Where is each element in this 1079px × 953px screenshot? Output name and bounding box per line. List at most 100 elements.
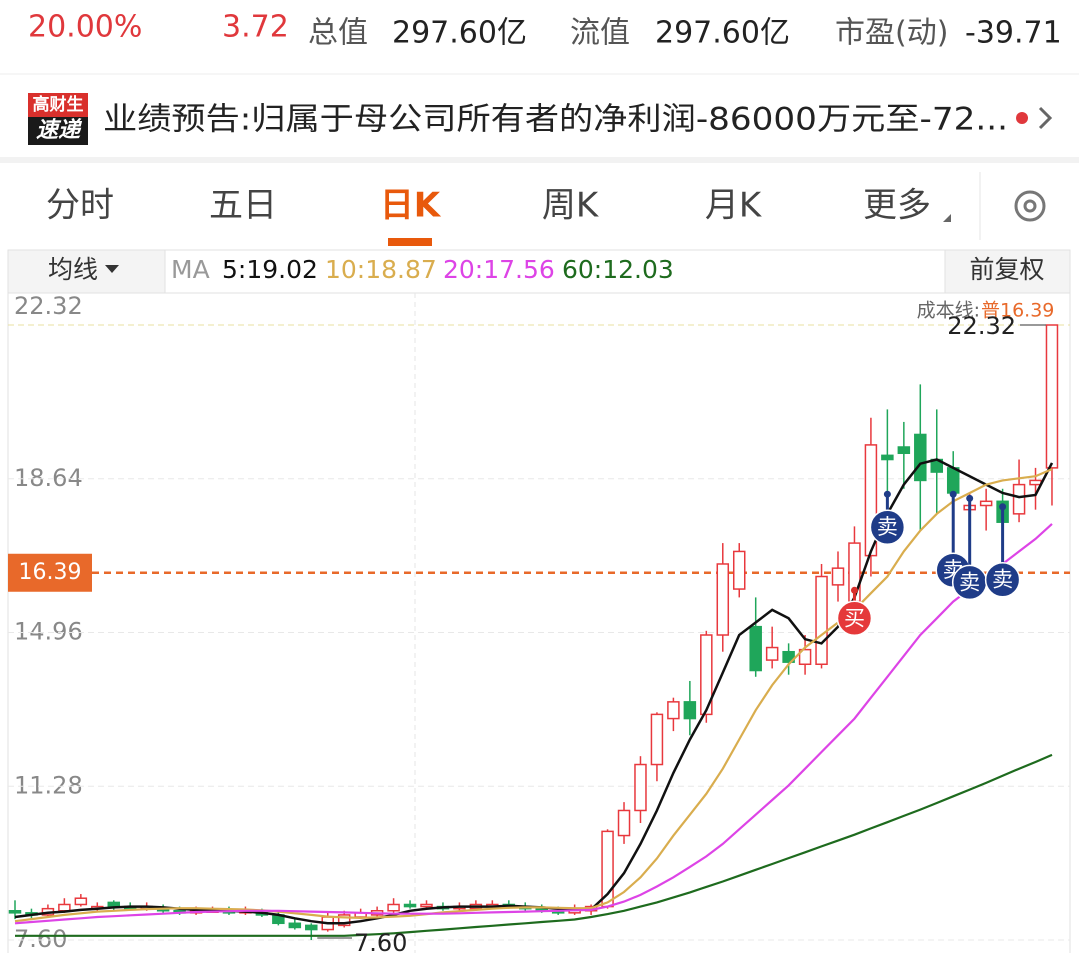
candle-body bbox=[732, 550, 746, 590]
ma-line bbox=[15, 753, 1053, 937]
candle-body bbox=[650, 713, 664, 766]
badge-text: 高财生 bbox=[33, 94, 84, 115]
signal-dot bbox=[850, 586, 858, 594]
candle-body bbox=[667, 701, 680, 720]
tab[interactable]: 周K bbox=[542, 186, 600, 226]
ma-menu-label: 均线 bbox=[48, 255, 98, 284]
tab[interactable]: 日K bbox=[380, 186, 442, 226]
stat-value: 297.60亿 bbox=[655, 16, 790, 51]
candle-body bbox=[782, 650, 795, 663]
min-label: 7.60 bbox=[354, 929, 407, 953]
y-tick-label: 18.64 bbox=[14, 464, 83, 492]
news-row[interactable]: 高财生 速递 业绩预告:归属于母公司所有者的净利润-86000万元至-72... bbox=[28, 93, 1053, 145]
cost-tag: 普 bbox=[981, 300, 1000, 322]
ma-label: MA bbox=[171, 255, 210, 284]
candle-body bbox=[288, 922, 302, 929]
signal-badge bbox=[836, 600, 873, 637]
signal-label: 卖 bbox=[877, 515, 898, 539]
stat-value: 297.60亿 bbox=[392, 16, 527, 51]
y-tick-label: 14.96 bbox=[14, 618, 83, 646]
candle-body bbox=[979, 500, 993, 507]
signal-dot bbox=[883, 490, 891, 498]
y-tick-label: 22.32 bbox=[14, 292, 83, 320]
max-label: 22.32 bbox=[947, 312, 1016, 340]
candle-body bbox=[716, 563, 730, 636]
ma-line bbox=[14, 468, 1053, 923]
legend-entry: 20:17.56 bbox=[443, 255, 555, 284]
signal-badge bbox=[869, 509, 906, 545]
candle-body bbox=[946, 467, 960, 494]
tab[interactable]: 月K bbox=[705, 186, 763, 226]
legend: 5:19.02 10:18.87 20:17.56 60:12.03 bbox=[222, 255, 674, 284]
candle-body bbox=[683, 701, 697, 720]
divider bbox=[0, 157, 1079, 163]
candle-body bbox=[305, 924, 318, 931]
adjust-label: 前复权 bbox=[969, 255, 1044, 284]
candle-body bbox=[58, 903, 71, 912]
candle-body bbox=[897, 446, 911, 455]
candle-body bbox=[765, 646, 779, 661]
signal-label: 卖 bbox=[992, 568, 1013, 592]
signal-dot bbox=[966, 494, 974, 502]
candle-body bbox=[387, 903, 400, 912]
tab-indicator bbox=[388, 238, 432, 246]
signal-dot bbox=[949, 490, 957, 498]
change: 3.72 bbox=[222, 10, 289, 45]
cost-box-label: 16.39 bbox=[19, 560, 82, 585]
settings[interactable] bbox=[1014, 190, 1046, 222]
stat-label: 总值 bbox=[308, 16, 368, 51]
stat-value: -39.71 bbox=[965, 16, 1062, 51]
candle-body bbox=[815, 575, 828, 666]
candle-body bbox=[1012, 483, 1026, 515]
gear-hub bbox=[1023, 199, 1037, 213]
candle-body bbox=[798, 648, 812, 666]
signal-badge bbox=[984, 561, 1021, 598]
candle-body bbox=[1045, 324, 1059, 469]
candle-body bbox=[74, 897, 88, 906]
candle-body bbox=[107, 901, 121, 908]
candle-body bbox=[420, 903, 433, 908]
arrow bbox=[1038, 106, 1053, 130]
candle-body bbox=[914, 433, 927, 482]
y-tick-label: 11.28 bbox=[14, 771, 83, 799]
tabs: 分时 五日 日K 周K 月K 更多 bbox=[46, 186, 951, 246]
cost-box bbox=[8, 553, 92, 592]
stat-label: 市盈(动) bbox=[835, 16, 948, 51]
plot-frame bbox=[7, 292, 1071, 953]
change-pct: 20.00% bbox=[28, 10, 142, 45]
signal-label: 买 bbox=[844, 606, 865, 630]
candle-body bbox=[617, 809, 631, 837]
candle-body bbox=[337, 914, 351, 927]
candle-body bbox=[831, 567, 845, 586]
badge-bottom bbox=[28, 117, 88, 145]
tab[interactable]: 五日 bbox=[209, 186, 277, 226]
tab[interactable]: 更多 bbox=[863, 186, 931, 226]
legend-entry: 5:19.02 bbox=[222, 255, 318, 284]
legend-entry: 60:12.03 bbox=[562, 255, 674, 284]
candle-body bbox=[881, 454, 894, 461]
badge-text: 速递 bbox=[36, 117, 83, 143]
dropdown-caret bbox=[105, 265, 119, 273]
signal-label: 卖 bbox=[959, 570, 980, 594]
candle-body bbox=[1029, 479, 1042, 486]
ma-menu[interactable] bbox=[7, 249, 166, 294]
signal-dot bbox=[999, 503, 1007, 511]
stat-label: 流值 bbox=[570, 16, 630, 51]
ma-line bbox=[14, 523, 1053, 925]
unread-dot bbox=[1016, 112, 1028, 124]
candle-body bbox=[403, 903, 417, 908]
tab[interactable]: 分时 bbox=[46, 186, 114, 226]
cost-label: 成本线: bbox=[917, 300, 980, 322]
news-text: 业绩预告:归属于母公司所有者的净利润-86000万元至-72... bbox=[103, 102, 1008, 138]
candle-body bbox=[700, 634, 713, 716]
badge-top bbox=[28, 93, 88, 117]
candle-body bbox=[864, 444, 878, 557]
candle-body bbox=[8, 910, 22, 914]
more-caret bbox=[943, 214, 951, 222]
cost-value: 16.39 bbox=[1000, 300, 1054, 322]
candle-body bbox=[634, 763, 647, 812]
y-tick-label: 7.60 bbox=[14, 925, 67, 953]
